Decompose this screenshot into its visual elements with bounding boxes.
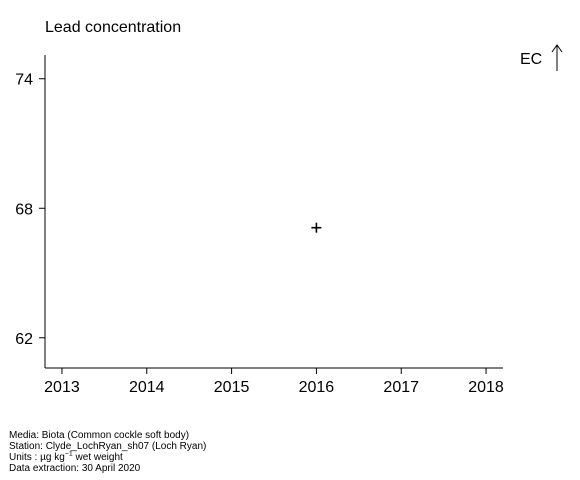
footer-media: Media: Biota (Common cockle soft body) [9,430,190,441]
x-tick-label: 2017 [383,379,419,396]
footer-units: Units : µg kg−1 wet weight [9,450,206,463]
y-tick-label: 62 [15,331,33,348]
footer-units-prefix: Units : µg kg [9,452,65,463]
trend-indicator-label: EC [520,51,543,68]
footer-units-suffix: wet weight [72,452,123,463]
x-tick-label: 2015 [214,379,250,396]
chart-axes: 62 68 74 2013 2014 2015 2016 2017 2018 [15,55,504,396]
chart-marks [311,222,322,233]
y-tick-label: 74 [15,72,33,89]
chart-title: Lead concentration [45,19,182,36]
data-point [311,222,322,233]
trend-indicator: EC [520,44,563,71]
x-tick-label: 2014 [129,379,165,396]
up-arrow-icon [551,44,563,71]
y-tick-label: 68 [15,201,33,218]
footer-units-sup: −1 [64,450,73,458]
x-tick-label: 2013 [44,379,80,396]
footer-station: Station: Clyde_LochRyan_sh07 (Loch Ryan) [9,441,207,452]
x-tick-label: 2018 [468,379,504,396]
x-tick-label: 2016 [299,379,335,396]
chart-footer: Media: Biota (Common cockle soft body) S… [9,430,206,474]
footer-extraction: Data extraction: 30 April 2020 [9,463,141,474]
